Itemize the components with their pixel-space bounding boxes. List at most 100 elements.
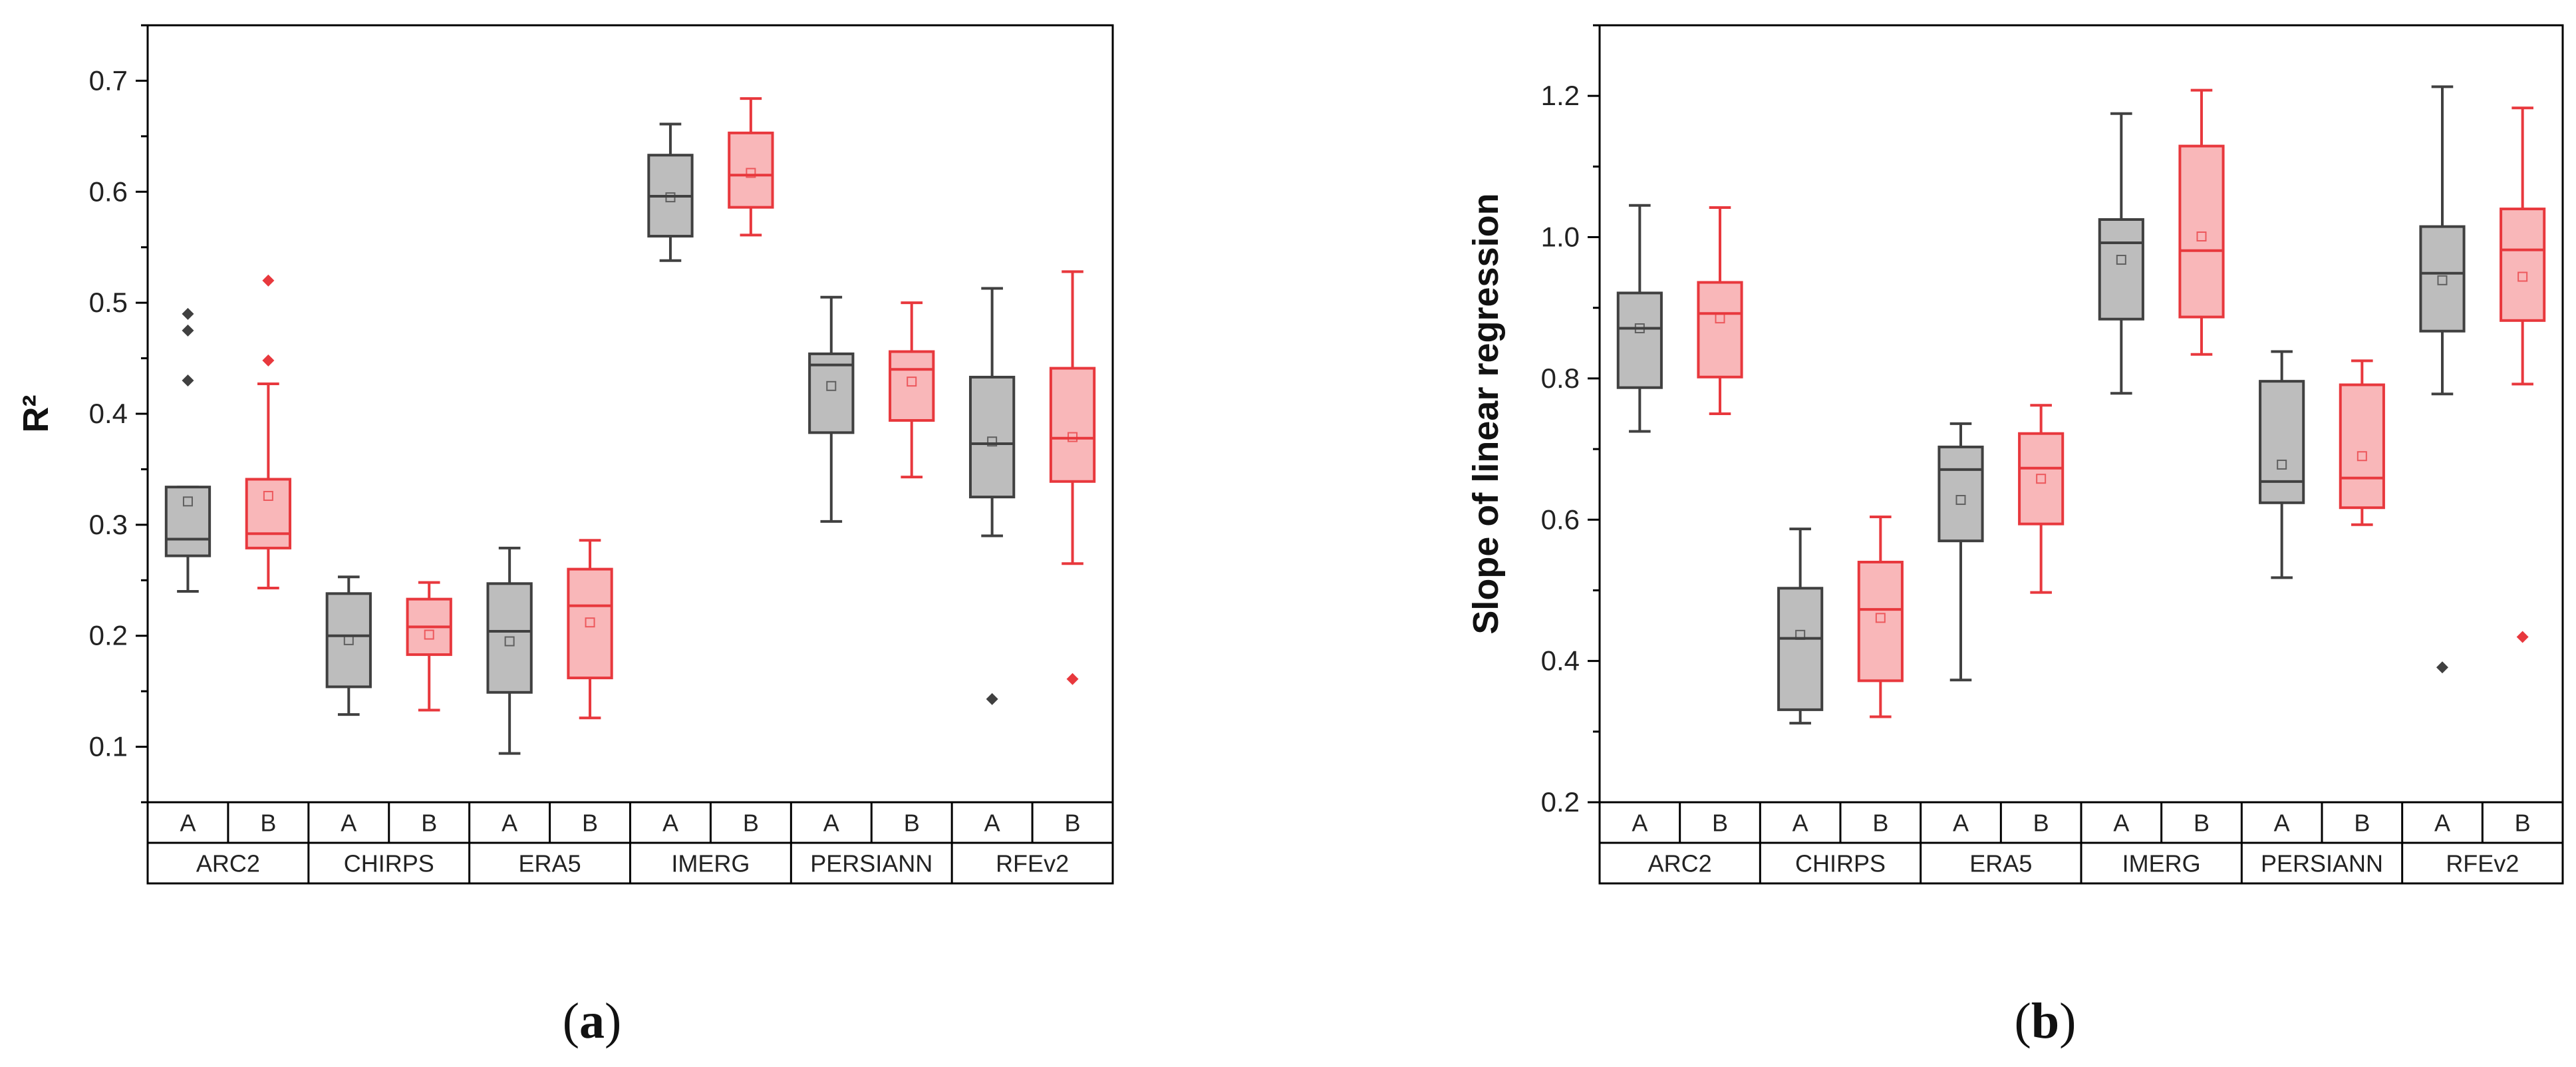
iqr-box bbox=[2339, 383, 2385, 510]
panel-label-open: ( bbox=[2015, 993, 2031, 1049]
mean-marker bbox=[665, 192, 676, 203]
iqr-box bbox=[2419, 225, 2466, 333]
mean-marker bbox=[1955, 495, 1966, 506]
box-chirps-b bbox=[1857, 516, 1904, 718]
box-imerg-a bbox=[647, 122, 694, 262]
x-group-label: IMERG bbox=[671, 850, 750, 877]
panel-label-close: ) bbox=[2059, 993, 2076, 1049]
x-group-label: RFEv2 bbox=[2446, 850, 2519, 877]
mean-marker bbox=[2116, 255, 2126, 265]
mean-marker bbox=[746, 168, 756, 178]
outlier-point bbox=[182, 307, 194, 320]
x-sub-label: B bbox=[260, 810, 276, 837]
x-group-label: CHIRPS bbox=[344, 850, 434, 877]
x-sub-label: B bbox=[1872, 810, 1888, 837]
mean-marker bbox=[424, 629, 434, 640]
x-sub-label: B bbox=[2354, 810, 2370, 837]
panel-label-close: ) bbox=[605, 993, 621, 1049]
y-tick-label: 1.2 bbox=[1541, 80, 1580, 111]
iqr-box bbox=[2259, 380, 2305, 504]
y-tick-label: 1.0 bbox=[1541, 222, 1580, 253]
mean-marker bbox=[907, 377, 917, 387]
x-sub-label: B bbox=[582, 810, 598, 837]
x-group-label: ERA5 bbox=[519, 850, 581, 877]
box-imerg-b bbox=[2178, 88, 2225, 356]
box-chirps-a bbox=[325, 575, 372, 716]
y-tick-label: 0.2 bbox=[89, 620, 128, 651]
outlier-point bbox=[262, 274, 275, 287]
box-era5-a bbox=[486, 546, 533, 755]
y-axis-title: R² bbox=[16, 395, 56, 433]
y-axis-title: Slope of linear regression bbox=[1466, 193, 1506, 634]
x-sub-label: A bbox=[180, 810, 196, 837]
iqr-box bbox=[1049, 367, 1096, 483]
box-imerg-b bbox=[728, 97, 774, 237]
box-arc2-b bbox=[245, 274, 292, 589]
y-tick-label: 0.2 bbox=[1541, 786, 1580, 818]
x-sub-label: A bbox=[1953, 810, 1969, 837]
plot-frame bbox=[146, 24, 1114, 885]
x-sub-label: A bbox=[2113, 810, 2129, 837]
outlier-point bbox=[2516, 631, 2529, 643]
x-sub-label: B bbox=[2515, 810, 2531, 837]
box-arc2-a bbox=[164, 307, 212, 593]
x-group-label: CHIRPS bbox=[1795, 850, 1886, 877]
outlier-point bbox=[182, 324, 194, 337]
iqr-box bbox=[1937, 445, 1984, 543]
mean-marker bbox=[1068, 432, 1078, 442]
box-persiann-a bbox=[808, 295, 855, 523]
y-tick-label: 0.3 bbox=[89, 509, 128, 540]
x-group-label: PERSIANN bbox=[810, 850, 932, 877]
iqr-box bbox=[2098, 218, 2144, 321]
mean-marker bbox=[504, 636, 515, 647]
iqr-box bbox=[2018, 432, 2065, 526]
y-tick-label: 0.7 bbox=[89, 65, 128, 96]
box-rfev2-a bbox=[2419, 85, 2466, 674]
panel-label-letter: a bbox=[579, 993, 605, 1049]
panel-label-letter: b bbox=[2031, 993, 2059, 1049]
outlier-point bbox=[262, 354, 275, 367]
y-tick-label: 0.5 bbox=[89, 287, 128, 318]
iqr-box bbox=[1697, 281, 1743, 379]
mean-marker bbox=[1795, 629, 1806, 640]
x-sub-label: A bbox=[2274, 810, 2290, 837]
mean-marker bbox=[2437, 275, 2448, 285]
x-group-label: IMERG bbox=[2122, 850, 2201, 877]
x-sub-label: A bbox=[662, 810, 678, 837]
box-rfev2-b bbox=[2500, 106, 2546, 643]
box-rfev2-b bbox=[1049, 270, 1096, 685]
x-sub-label: B bbox=[1712, 810, 1728, 837]
iqr-box bbox=[567, 567, 613, 680]
iqr-box bbox=[164, 486, 212, 557]
mean-marker bbox=[343, 635, 354, 645]
x-sub-label: A bbox=[341, 810, 357, 837]
x-group-label: ERA5 bbox=[1969, 850, 2032, 877]
box-chirps-b bbox=[406, 581, 452, 712]
outlier-point bbox=[182, 374, 194, 386]
iqr-box bbox=[1857, 560, 1904, 683]
box-rfev2-a bbox=[968, 287, 1016, 705]
y-tick-label: 0.8 bbox=[1541, 363, 1580, 394]
y-tick-label: 0.4 bbox=[1541, 645, 1580, 677]
panel-label: (b) bbox=[2015, 993, 2076, 1049]
box-persiann-b bbox=[2339, 359, 2385, 526]
iqr-box bbox=[728, 131, 774, 209]
iqr-box bbox=[808, 352, 855, 434]
x-sub-label: B bbox=[2033, 810, 2049, 837]
x-sub-label: A bbox=[984, 810, 1000, 837]
mean-marker bbox=[2517, 271, 2528, 282]
iqr-box bbox=[325, 592, 372, 688]
outlier-point bbox=[986, 692, 998, 705]
mean-marker bbox=[1875, 613, 1886, 623]
box-imerg-a bbox=[2098, 112, 2144, 395]
iqr-box bbox=[245, 478, 292, 549]
x-group-label: ARC2 bbox=[196, 850, 260, 877]
box-arc2-b bbox=[1697, 206, 1743, 415]
panel-label-open: ( bbox=[563, 993, 579, 1049]
panel-label: (a) bbox=[563, 993, 622, 1049]
mean-marker bbox=[182, 496, 193, 507]
box-chirps-a bbox=[1777, 528, 1824, 725]
x-sub-label: A bbox=[1632, 810, 1647, 837]
x-sub-label: A bbox=[2434, 810, 2450, 837]
